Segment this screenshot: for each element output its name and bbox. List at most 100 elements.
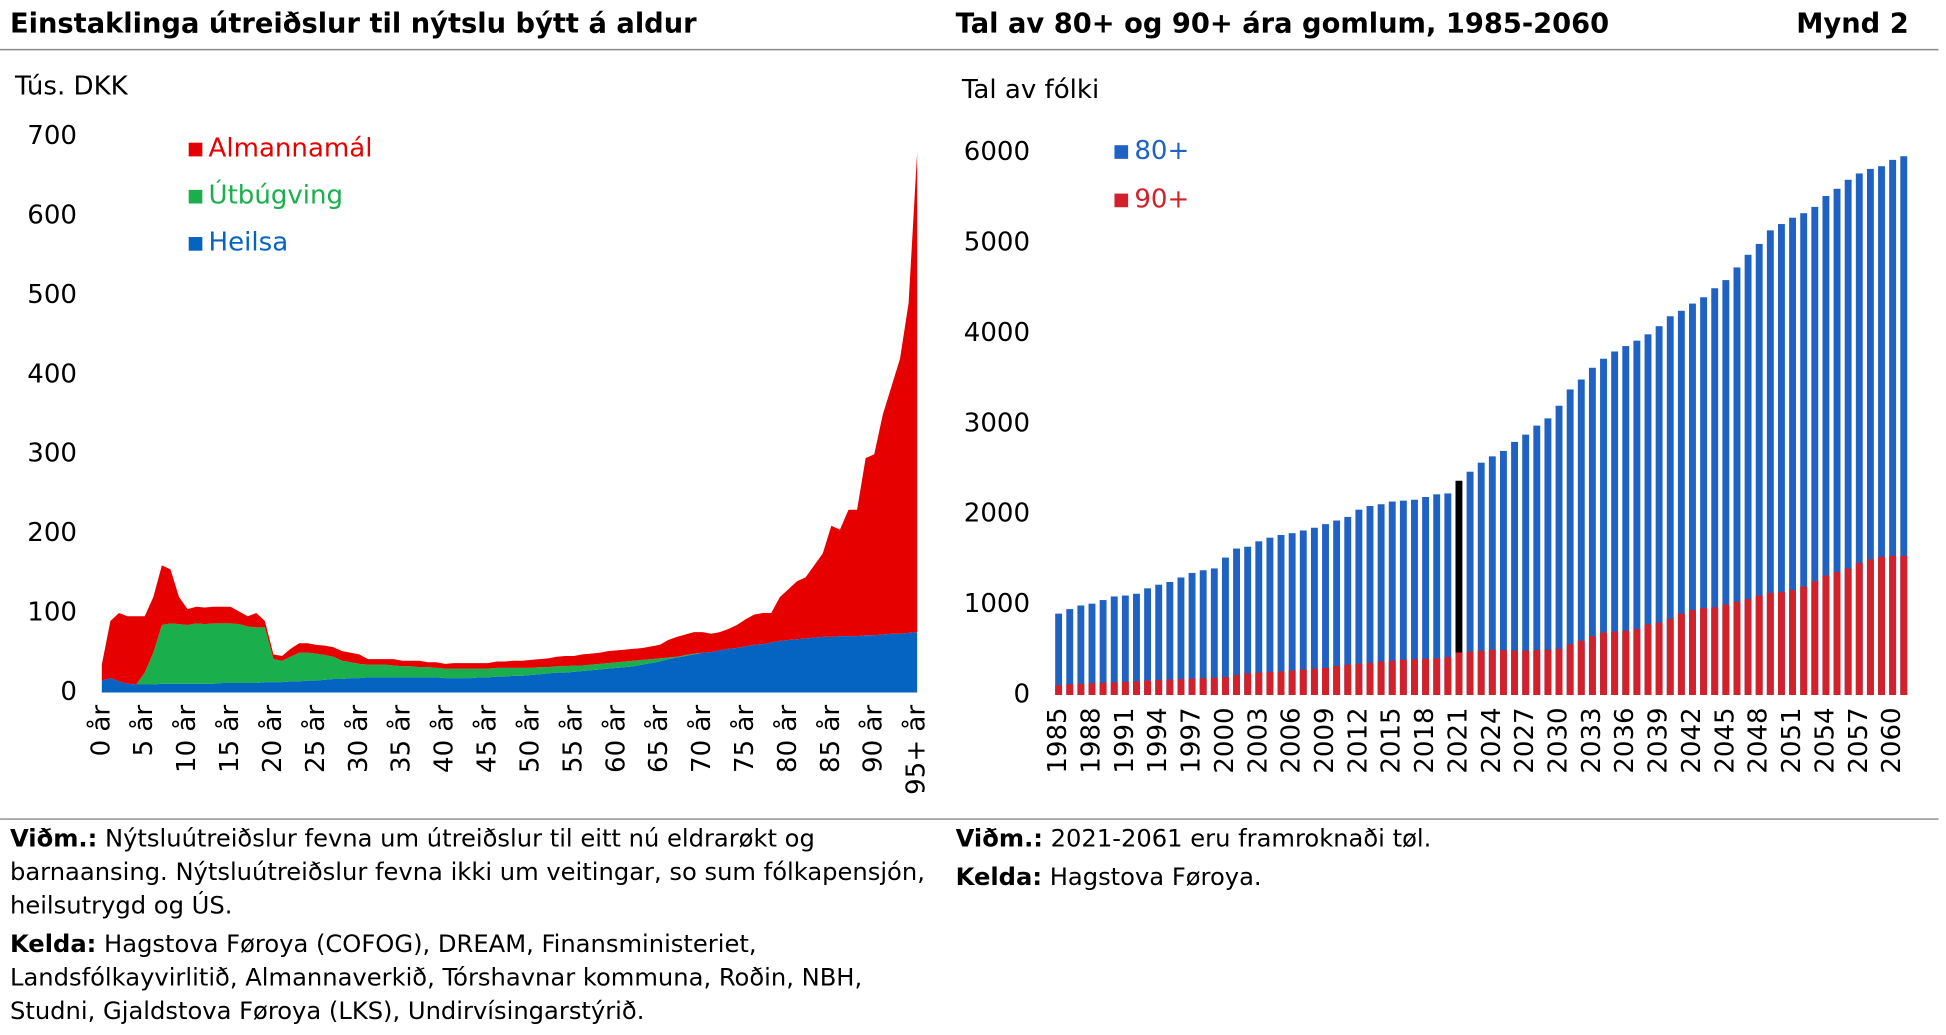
- bar: [1633, 628, 1641, 695]
- bar: [1322, 667, 1329, 695]
- note: Viðm.: 2021-2061 eru framroknaði tøl.: [956, 822, 1936, 856]
- legend-swatch: [188, 142, 203, 157]
- x-tick-label: 5 år: [128, 705, 159, 757]
- x-tick-label: 30 år: [343, 705, 374, 773]
- bar: [1766, 592, 1774, 695]
- bar: [1344, 516, 1352, 695]
- x-tick-label: 2048: [1744, 707, 1774, 773]
- bar: [1499, 650, 1507, 695]
- bar: [1210, 677, 1218, 695]
- bar: [1689, 610, 1696, 695]
- bar: [1077, 683, 1085, 695]
- x-tick-label: 2015: [1377, 707, 1407, 773]
- x-tick-label: 1988: [1076, 707, 1106, 773]
- bar: [1600, 632, 1607, 695]
- bar: [1544, 418, 1552, 695]
- bar: [1866, 559, 1874, 695]
- bar: [1355, 663, 1363, 695]
- x-tick-label: 2006: [1277, 707, 1307, 773]
- left-title: Einstaklinga útreiðslur til nýtslu býtt …: [10, 8, 697, 39]
- bar: [1866, 168, 1874, 695]
- bar: [1088, 683, 1096, 695]
- bar: [1800, 213, 1808, 695]
- note: Kelda: Hagstova Føroya (COFOG), DREAM, F…: [10, 927, 935, 1028]
- area: [101, 632, 918, 693]
- x-tick-label: 2030: [1544, 707, 1574, 773]
- bar: [1055, 685, 1063, 695]
- bar: [1533, 650, 1541, 695]
- legend-label: 90+: [1134, 184, 1189, 214]
- bar: [1588, 636, 1596, 695]
- bar: [1733, 267, 1741, 695]
- notes-left: Viðm.: Nýtsluútreiðslur fevna um útreiðs…: [10, 822, 935, 1028]
- bar: [1266, 537, 1274, 695]
- bar: [1333, 520, 1341, 695]
- x-tick-label: 2045: [1710, 707, 1740, 773]
- bar: [1577, 379, 1585, 695]
- bar: [1110, 596, 1118, 695]
- bar: [1188, 572, 1196, 695]
- bar: [1444, 657, 1452, 695]
- bar: [1411, 659, 1418, 695]
- x-tick-label: 2021: [1443, 707, 1473, 773]
- legend-label: Almannamál: [209, 133, 373, 163]
- bar: [1800, 586, 1808, 695]
- y-tick-label: 5000: [964, 228, 1030, 258]
- bar: [1878, 166, 1885, 695]
- x-tick-label: 80 år: [772, 705, 803, 773]
- note: Kelda: Hagstova Føroya.: [956, 860, 1936, 894]
- bar: [1266, 671, 1274, 695]
- bar: [1466, 651, 1474, 695]
- bar: [1844, 179, 1852, 695]
- bar: [1577, 640, 1585, 695]
- note: Viðm.: Nýtsluútreiðslur fevna um útreiðs…: [10, 822, 935, 923]
- x-tick-label: 10 år: [171, 705, 202, 773]
- bar: [1855, 562, 1863, 695]
- bar: [1388, 660, 1396, 695]
- bar: [1811, 206, 1819, 695]
- y-axis-label: Tús. DKK: [14, 71, 129, 101]
- x-tick-label: 2057: [1844, 707, 1874, 773]
- x-tick-label: 2018: [1410, 707, 1440, 773]
- bar: [1611, 631, 1619, 695]
- bar: [1255, 672, 1263, 695]
- bar: [1355, 509, 1363, 695]
- bar: [1755, 243, 1763, 695]
- bar: [1744, 254, 1752, 695]
- legend-swatch: [188, 189, 203, 204]
- bar: [1677, 310, 1685, 695]
- bar: [1811, 581, 1819, 695]
- bar: [1344, 664, 1352, 695]
- bar: [1110, 682, 1118, 695]
- y-tick-label: 3000: [964, 408, 1030, 438]
- bar: [1722, 604, 1730, 695]
- bar: [1155, 680, 1163, 695]
- bar: [1177, 679, 1185, 695]
- bar: [1288, 533, 1296, 695]
- bar: [1744, 599, 1752, 695]
- legend-label: 80+: [1134, 136, 1189, 166]
- bar: [1655, 326, 1663, 695]
- bar: [1777, 224, 1785, 695]
- bar: [1422, 497, 1430, 695]
- x-tick-label: 35 år: [386, 705, 417, 773]
- bar: [1600, 358, 1607, 695]
- x-tick-label: 75 år: [729, 705, 760, 773]
- y-tick-label: 600: [27, 200, 77, 230]
- bar: [1411, 499, 1418, 695]
- bar: [1666, 619, 1674, 695]
- bar: [1711, 607, 1719, 695]
- x-tick-label: 70 år: [686, 705, 717, 773]
- bar: [1555, 405, 1563, 695]
- bar: [1533, 425, 1541, 695]
- x-tick-label: 2027: [1510, 707, 1540, 773]
- bar: [1077, 605, 1085, 695]
- bar: [1366, 662, 1374, 695]
- bar: [1133, 593, 1140, 695]
- x-tick-label: 2003: [1243, 707, 1273, 773]
- x-tick-label: 90 år: [858, 705, 889, 773]
- bar: [1511, 650, 1518, 695]
- y-axis-label: Tal av fólki: [961, 75, 1099, 105]
- x-tick-label: 1985: [1043, 707, 1073, 773]
- bar: [1477, 650, 1485, 695]
